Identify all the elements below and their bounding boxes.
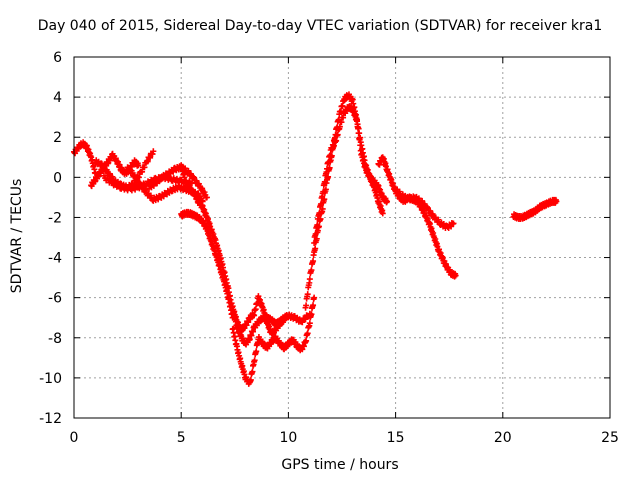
series-arc-10 — [229, 293, 288, 338]
plot-frame — [73, 56, 611, 419]
data-point — [150, 182, 157, 189]
y-tick-label: -12 — [39, 411, 62, 427]
data-point — [247, 376, 254, 383]
data-point — [321, 178, 328, 185]
series-arc-14 — [392, 186, 457, 231]
series-arc-1 — [71, 139, 99, 177]
y-axis-label: SDTVAR / TECUs — [9, 178, 25, 294]
y-tick-label: 6 — [53, 50, 62, 66]
data-markers — [71, 91, 560, 387]
data-point — [312, 230, 319, 237]
chart-title: Day 040 of 2015, Sidereal Day-to-day VTE… — [37, 18, 603, 34]
y-tick-label: -4 — [48, 251, 62, 267]
data-point — [302, 316, 309, 323]
series-arc-15 — [510, 196, 560, 222]
series-arc-9 — [229, 294, 318, 387]
y-tick-label: 4 — [53, 90, 62, 106]
data-point — [249, 368, 256, 375]
data-point — [314, 221, 321, 228]
data-point — [320, 188, 327, 195]
data-point — [308, 267, 315, 274]
data-point — [327, 152, 334, 159]
data-point — [147, 154, 154, 161]
y-tick-label: -10 — [39, 371, 62, 387]
data-point — [316, 209, 323, 216]
data-point — [306, 276, 313, 283]
data-point — [304, 330, 311, 337]
data-point — [251, 312, 258, 319]
data-point — [190, 173, 197, 180]
data-point — [306, 320, 313, 327]
x-tick-label: 0 — [70, 430, 79, 446]
data-point — [311, 294, 318, 301]
data-point — [150, 148, 157, 155]
data-point — [156, 178, 163, 185]
y-tick-label: -8 — [48, 331, 62, 347]
x-tick-label: 25 — [601, 430, 619, 446]
data-point — [139, 168, 146, 175]
y-tick-label: 0 — [53, 170, 62, 186]
data-point — [281, 316, 288, 323]
data-point — [452, 272, 459, 279]
data-point — [384, 198, 391, 205]
data-point — [308, 311, 315, 318]
data-point — [379, 210, 386, 217]
data-point — [253, 348, 260, 355]
data-point — [252, 306, 259, 313]
y-tick-label: 2 — [53, 130, 62, 146]
data-point — [310, 302, 317, 309]
axis-ticks: 0 5 10 15 20 25 -12 -10 -8 -6 -4 -2 0 2 4 6 — [39, 50, 619, 446]
data-point — [299, 319, 306, 326]
x-tick-label: 5 — [177, 430, 186, 446]
data-point — [318, 200, 325, 207]
data-point — [311, 240, 318, 247]
data-point — [141, 164, 148, 171]
series-arc-13 — [375, 154, 459, 280]
data-point — [304, 291, 311, 298]
data-point — [334, 131, 341, 138]
grid-lines — [74, 57, 610, 418]
data-point — [251, 357, 258, 364]
x-tick-label: 15 — [387, 430, 405, 446]
data-point — [423, 203, 430, 210]
data-point — [203, 194, 210, 201]
y-tick-label: -2 — [48, 210, 62, 226]
x-axis-label: GPS time / hours — [281, 457, 399, 473]
data-point — [325, 159, 332, 166]
x-tick-label: 20 — [494, 430, 512, 446]
x-tick-label: 10 — [279, 430, 297, 446]
y-tick-label: -6 — [48, 291, 62, 307]
data-point — [553, 198, 560, 205]
series-arc-12 — [311, 103, 386, 247]
data-point — [333, 137, 340, 144]
data-point — [312, 245, 319, 252]
data-point — [303, 302, 310, 309]
data-point — [303, 337, 310, 344]
data-point — [323, 165, 330, 172]
data-point — [450, 220, 457, 227]
data-point — [135, 162, 142, 169]
data-point — [144, 158, 151, 165]
data-point — [310, 258, 317, 265]
